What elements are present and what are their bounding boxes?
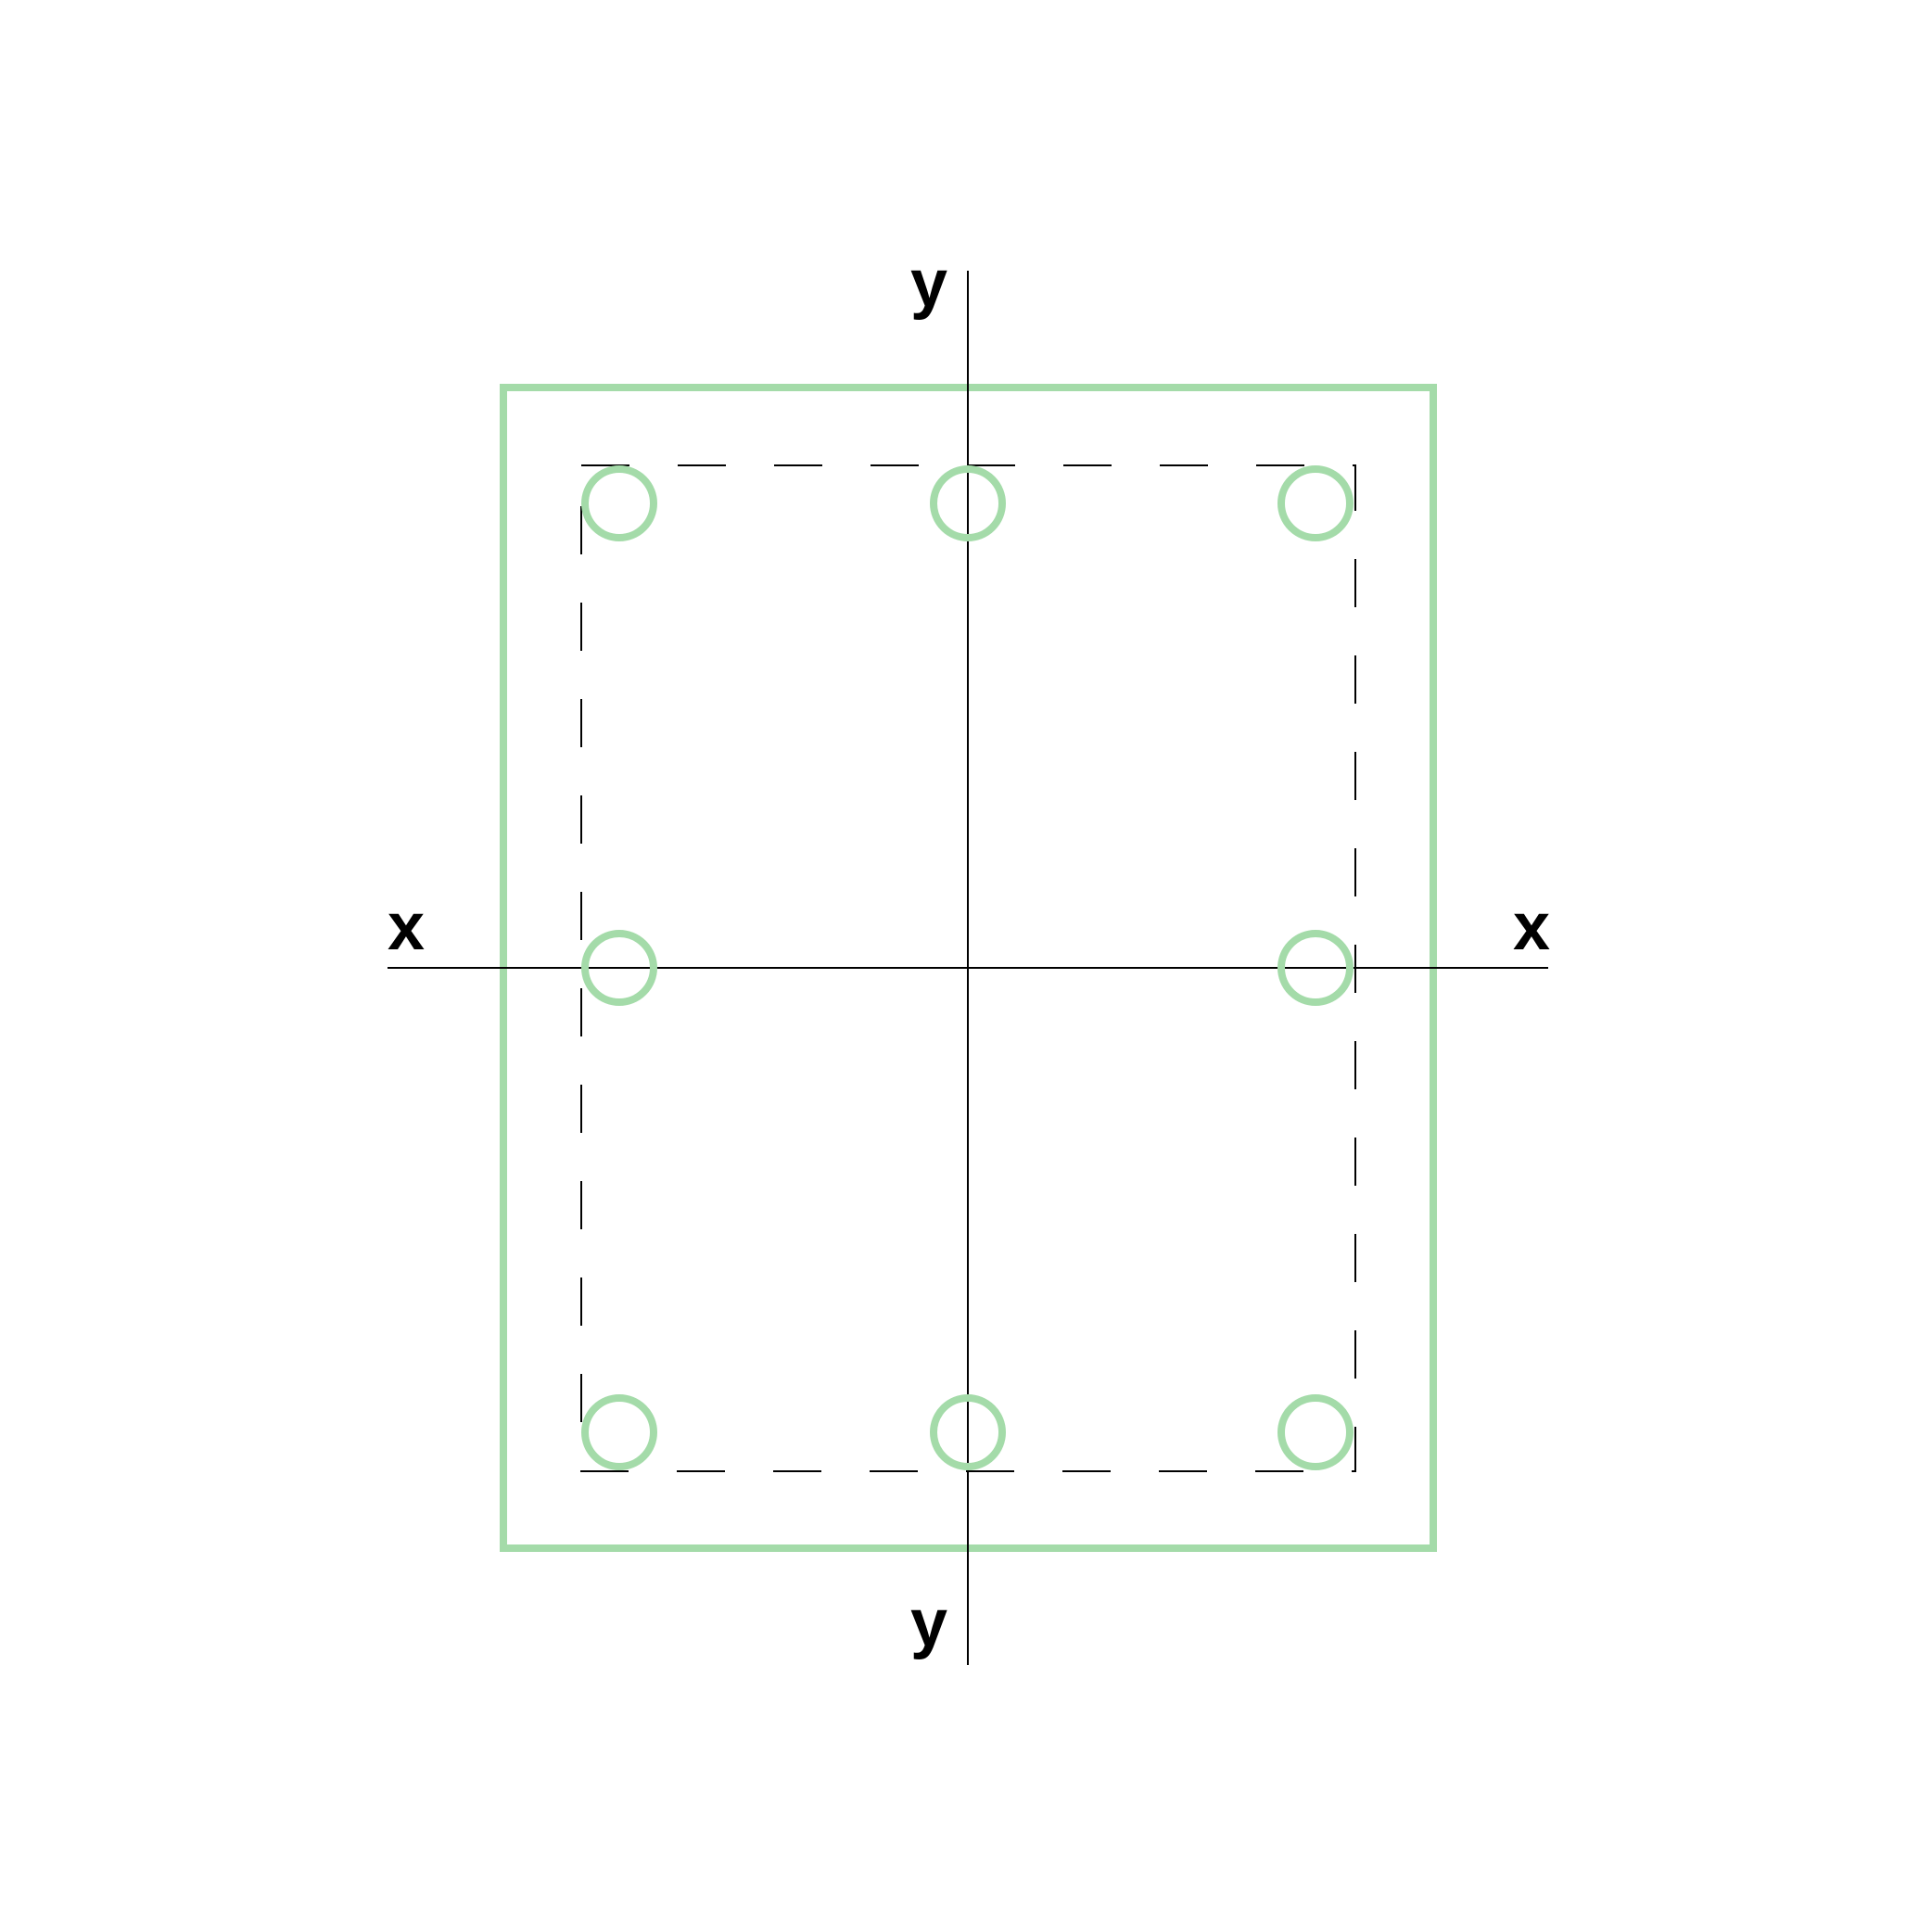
- bar-bottom-right: [1277, 1394, 1354, 1470]
- bar-middle-right: [1277, 930, 1354, 1006]
- bar-top-right: [1277, 465, 1354, 541]
- x-axis-label-left: x: [388, 890, 425, 964]
- x-axis-label-right: x: [1513, 890, 1550, 964]
- reinforcement-bars: [581, 465, 1354, 1470]
- y-axis-label-top: y: [910, 247, 947, 321]
- bar-bottom-left: [581, 1394, 657, 1470]
- bar-bottom-center: [930, 1394, 1006, 1470]
- bar-middle-left: [581, 930, 657, 1006]
- bar-top-left: [581, 465, 657, 541]
- y-axis-label-bottom: y: [910, 1586, 947, 1660]
- bar-top-center: [930, 465, 1006, 541]
